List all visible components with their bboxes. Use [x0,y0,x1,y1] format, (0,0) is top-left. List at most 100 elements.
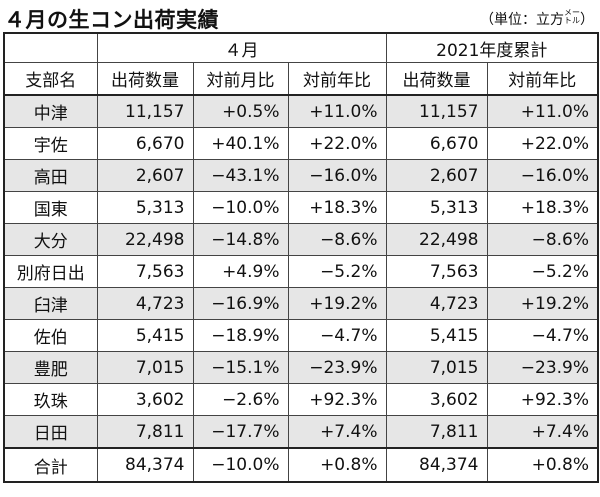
unit-meter-bottom: トル [564,16,580,25]
branch-name: 日田 [3,415,98,449]
ship-year-cell: 7,015 [385,351,488,384]
table-row: 宇佐 6,670 +40.1% +22.0% 6,670 +22.0% [3,127,599,160]
total-mom: −10.0% [192,447,289,483]
total-ship-year: 84,374 [385,447,488,483]
table-row: 佐伯 5,415 −18.9% −4.7% 5,415 −4.7% [3,319,599,352]
mom-cell: −10.0% [192,191,289,224]
yoy-month-cell: +22.0% [287,127,387,160]
ship-year-cell: 2,607 [385,159,488,192]
header-month-group: ４月 [96,32,387,63]
table-row: 国東 5,313 −10.0% +18.3% 5,313 +18.3% [3,191,599,224]
ship-month-cell: 5,313 [96,191,194,224]
header-yoy-year: 対前年比 [486,62,599,96]
mom-cell: −14.8% [192,223,289,256]
ship-month-cell: 7,015 [96,351,194,384]
table-row: 中津 11,157 +0.5% +11.0% 11,157 +11.0% [3,94,599,128]
header-column-row: 支部名 出荷数量 対前月比 対前年比 出荷数量 対前年比 [3,62,599,96]
table-row: 高田 2,607 −43.1% −16.0% 2,607 −16.0% [3,159,599,192]
mom-cell: −2.6% [192,383,289,416]
header-branch: 支部名 [3,62,98,96]
total-row: 合計 84,374 −10.0% +0.8% 84,374 +0.8% [3,447,599,483]
ship-year-cell: 5,415 [385,319,488,352]
mom-cell: +0.5% [192,94,289,128]
ship-month-cell: 4,723 [96,287,194,320]
yoy-month-cell: −4.7% [287,319,387,352]
yoy-year-cell: +22.0% [486,127,599,160]
table-body: ４月 2021年度累計 支部名 出荷数量 対前月比 対前年比 出荷数量 対前年比… [3,32,599,483]
table-row: 臼津 4,723 −16.9% +19.2% 4,723 +19.2% [3,287,599,320]
table-row: 日田 7,811 −17.7% +7.4% 7,811 +7.4% [3,415,599,449]
table-row: 大分 22,498 −14.8% −8.6% 22,498 −8.6% [3,223,599,256]
mom-cell: −15.1% [192,351,289,384]
yoy-year-cell: −8.6% [486,223,599,256]
yoy-year-cell: +92.3% [486,383,599,416]
mom-cell: −18.9% [192,319,289,352]
branch-name: 国東 [3,191,98,224]
yoy-month-cell: −8.6% [287,223,387,256]
branch-name: 大分 [3,223,98,256]
yoy-month-cell: −23.9% [287,351,387,384]
table-title: ４月の生コン出荷実績 [4,8,219,32]
yoy-year-cell: −4.7% [486,319,599,352]
yoy-year-cell: +19.2% [486,287,599,320]
yoy-month-cell: +19.2% [287,287,387,320]
yoy-month-cell: −16.0% [287,159,387,192]
header-ship-year: 出荷数量 [385,62,488,96]
yoy-year-cell: +7.4% [486,415,599,449]
ship-year-cell: 4,723 [385,287,488,320]
yoy-year-cell: +11.0% [486,94,599,128]
branch-name: 佐伯 [3,319,98,352]
total-yoy-year: +0.8% [486,447,599,483]
branch-name: 臼津 [3,287,98,320]
header-ship-month: 出荷数量 [96,62,194,96]
total-yoy-month: +0.8% [287,447,387,483]
unit-meter: メー トル [564,9,580,25]
ship-year-cell: 11,157 [385,94,488,128]
ship-year-cell: 22,498 [385,223,488,256]
header-yoy-month: 対前年比 [287,62,387,96]
branch-name: 別府日出 [3,255,98,288]
yoy-year-cell: −16.0% [486,159,599,192]
table-row: 別府日出 7,563 +4.9% −5.2% 7,563 −5.2% [3,255,599,288]
branch-name: 中津 [3,94,98,128]
ship-month-cell: 7,811 [96,415,194,449]
ship-month-cell: 11,157 [96,94,194,128]
mom-cell: −16.9% [192,287,289,320]
header-mom: 対前月比 [192,62,289,96]
yoy-month-cell: +11.0% [287,94,387,128]
ship-year-cell: 7,563 [385,255,488,288]
ship-year-cell: 7,811 [385,415,488,449]
mom-cell: −43.1% [192,159,289,192]
branch-name: 豊肥 [3,351,98,384]
yoy-month-cell: +18.3% [287,191,387,224]
header-corner [3,32,98,63]
total-label: 合計 [3,447,98,483]
yoy-month-cell: −5.2% [287,255,387,288]
mom-cell: −17.7% [192,415,289,449]
ship-month-cell: 22,498 [96,223,194,256]
yoy-month-cell: +7.4% [287,415,387,449]
yoy-year-cell: −23.9% [486,351,599,384]
ship-month-cell: 5,415 [96,319,194,352]
yoy-year-cell: −5.2% [486,255,599,288]
branch-name: 高田 [3,159,98,192]
total-ship-month: 84,374 [96,447,194,483]
mom-cell: +40.1% [192,127,289,160]
unit-suffix: ） [580,12,594,28]
yoy-month-cell: +92.3% [287,383,387,416]
ship-year-cell: 6,670 [385,127,488,160]
unit-prefix: （単位：立方 [480,12,564,28]
ship-year-cell: 5,313 [385,191,488,224]
header-year-group: 2021年度累計 [385,32,599,63]
unit-note: （単位：立方メー トル） [480,9,594,29]
table-row: 豊肥 7,015 −15.1% −23.9% 7,015 −23.9% [3,351,599,384]
ship-month-cell: 3,602 [96,383,194,416]
unit-meter-top: メー [564,8,580,17]
branch-name: 宇佐 [3,127,98,160]
ship-year-cell: 3,602 [385,383,488,416]
shipment-table: ４月 2021年度累計 支部名 出荷数量 対前月比 対前年比 出荷数量 対前年比… [3,32,600,483]
mom-cell: +4.9% [192,255,289,288]
table-row: 玖珠 3,602 −2.6% +92.3% 3,602 +92.3% [3,383,599,416]
yoy-year-cell: +18.3% [486,191,599,224]
branch-name: 玖珠 [3,383,98,416]
